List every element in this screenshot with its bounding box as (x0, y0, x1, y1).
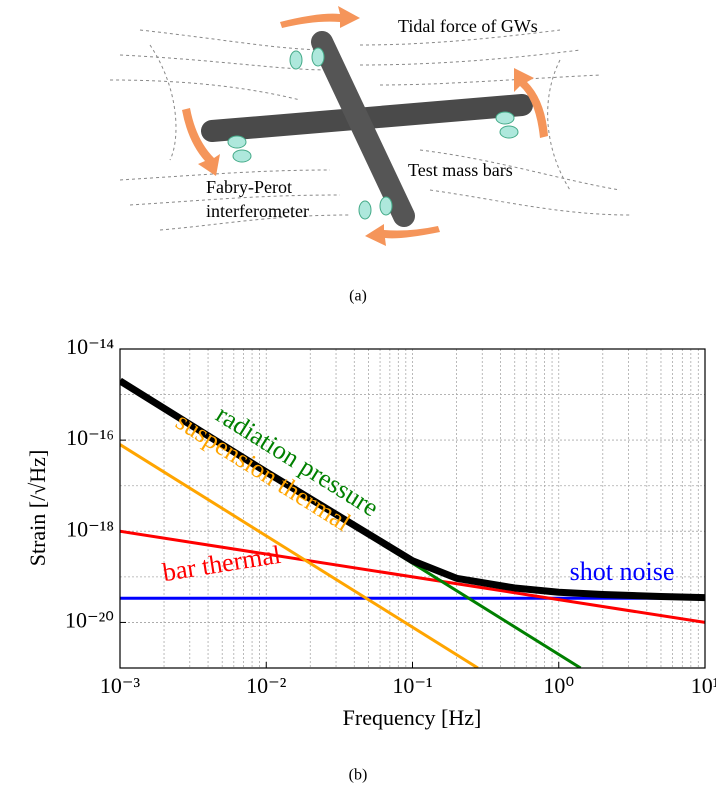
arrow (280, 6, 360, 28)
y-tick-label: 10⁻¹⁸ (66, 516, 114, 541)
field-line (109, 79, 301, 101)
diagram-label: interferometer (206, 201, 309, 221)
field-line (359, 49, 581, 66)
arrow (514, 68, 548, 138)
diagram-label: Fabry-Perot (206, 177, 292, 197)
mirror (289, 50, 303, 70)
y-tick-label: 10⁻¹⁶ (66, 425, 114, 450)
field-line (119, 169, 331, 181)
x-tick-label: 10⁻¹ (392, 673, 432, 698)
field-line (429, 189, 631, 216)
y-tick-label: 10⁻¹⁴ (66, 334, 114, 359)
series-line (120, 529, 705, 624)
mirror (311, 47, 325, 67)
mirror (358, 200, 372, 220)
diagram (109, 29, 631, 231)
plot-area (120, 377, 705, 668)
field-line (547, 59, 571, 191)
y-axis-label: Strain [/√Hz] (25, 450, 50, 567)
arrow (182, 108, 220, 176)
labels: 10⁻³ 10⁻² 10⁻¹ 10⁰ 10¹ 10⁻²⁰ 10⁻¹⁸ 10⁻¹⁶ 10⁻¹⁴ sh… (65, 334, 716, 698)
x-tick-label: 10⁰ (543, 673, 574, 698)
field-line (129, 194, 341, 206)
bar (311, 31, 415, 227)
x-tick-label: 10⁻³ (100, 673, 141, 698)
axes-frame (119, 348, 706, 669)
x-tick-label: 10⁻² (246, 673, 287, 698)
series-label: shot noise (570, 557, 675, 586)
mirror (379, 196, 393, 216)
mirror (499, 125, 519, 139)
field-line (379, 74, 601, 86)
caption: (a) (349, 288, 367, 305)
diagram-label: Test mass bars (408, 160, 513, 180)
mirror (227, 135, 247, 149)
series-line (120, 377, 705, 602)
caption: (b) (349, 767, 368, 784)
mirror (232, 149, 252, 163)
grid (119, 348, 706, 669)
series-line (120, 443, 479, 668)
field-line (359, 29, 561, 46)
field-line (149, 44, 177, 161)
mirror (495, 111, 515, 125)
mirrors (227, 47, 519, 220)
diagram-label: Tidal force of GWs (398, 16, 538, 36)
tidal-arrows (182, 6, 548, 246)
x-axis-label: Frequency [Hz] (343, 705, 482, 730)
field-line (419, 149, 621, 191)
test-mass-bars (201, 31, 533, 227)
x-tick-label: 10¹ (691, 673, 716, 698)
y-tick-label: 10⁻²⁰ (65, 607, 114, 632)
field-line (139, 29, 331, 51)
field-line (159, 214, 351, 231)
arrow (365, 224, 440, 246)
